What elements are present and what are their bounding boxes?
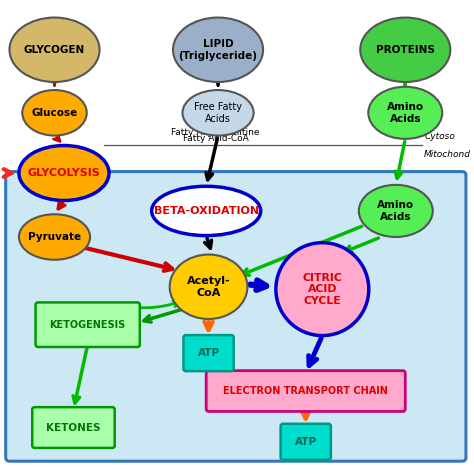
FancyBboxPatch shape: [281, 424, 331, 460]
Text: Glucose: Glucose: [31, 108, 78, 118]
Ellipse shape: [9, 18, 100, 82]
Text: CITRIC
ACID
CYCLE: CITRIC ACID CYCLE: [302, 273, 342, 306]
FancyBboxPatch shape: [206, 371, 405, 411]
Text: Fatty Acid-CoA: Fatty Acid-CoA: [183, 134, 248, 143]
Text: Cytoso: Cytoso: [424, 132, 455, 140]
Ellipse shape: [19, 146, 109, 201]
Text: Fatty Acyl Carnitine: Fatty Acyl Carnitine: [172, 128, 260, 137]
Ellipse shape: [22, 90, 87, 136]
Text: Free Fatty
Acids: Free Fatty Acids: [194, 102, 242, 124]
Text: PROTEINS: PROTEINS: [376, 45, 435, 55]
Ellipse shape: [170, 255, 247, 319]
FancyBboxPatch shape: [183, 335, 234, 371]
Text: GLYCOGEN: GLYCOGEN: [24, 45, 85, 55]
Ellipse shape: [173, 18, 263, 82]
Text: ATP: ATP: [198, 348, 219, 358]
Ellipse shape: [276, 243, 369, 336]
Text: GLYCOLYSIS: GLYCOLYSIS: [27, 168, 100, 178]
Ellipse shape: [360, 18, 450, 82]
Ellipse shape: [152, 186, 261, 236]
Ellipse shape: [368, 87, 442, 139]
Ellipse shape: [19, 214, 90, 260]
Text: ATP: ATP: [295, 437, 317, 447]
Ellipse shape: [182, 90, 254, 136]
Text: KETOGENESIS: KETOGENESIS: [50, 319, 126, 330]
FancyBboxPatch shape: [32, 407, 115, 448]
FancyBboxPatch shape: [36, 302, 140, 347]
Text: ELECTRON TRANSPORT CHAIN: ELECTRON TRANSPORT CHAIN: [223, 386, 388, 396]
Text: KETONES: KETONES: [46, 422, 100, 433]
FancyBboxPatch shape: [6, 172, 466, 461]
Text: Acetyl-
CoA: Acetyl- CoA: [187, 276, 230, 298]
Text: Amino
Acids: Amino Acids: [377, 200, 414, 222]
Text: BETA-OXIDATION: BETA-OXIDATION: [154, 206, 259, 216]
Ellipse shape: [359, 185, 433, 237]
Text: Amino
Acids: Amino Acids: [387, 102, 424, 124]
Text: LIPID
(Triglyceride): LIPID (Triglyceride): [179, 39, 257, 61]
Text: Pyruvate: Pyruvate: [28, 232, 81, 242]
Text: Mitochond: Mitochond: [424, 151, 471, 159]
